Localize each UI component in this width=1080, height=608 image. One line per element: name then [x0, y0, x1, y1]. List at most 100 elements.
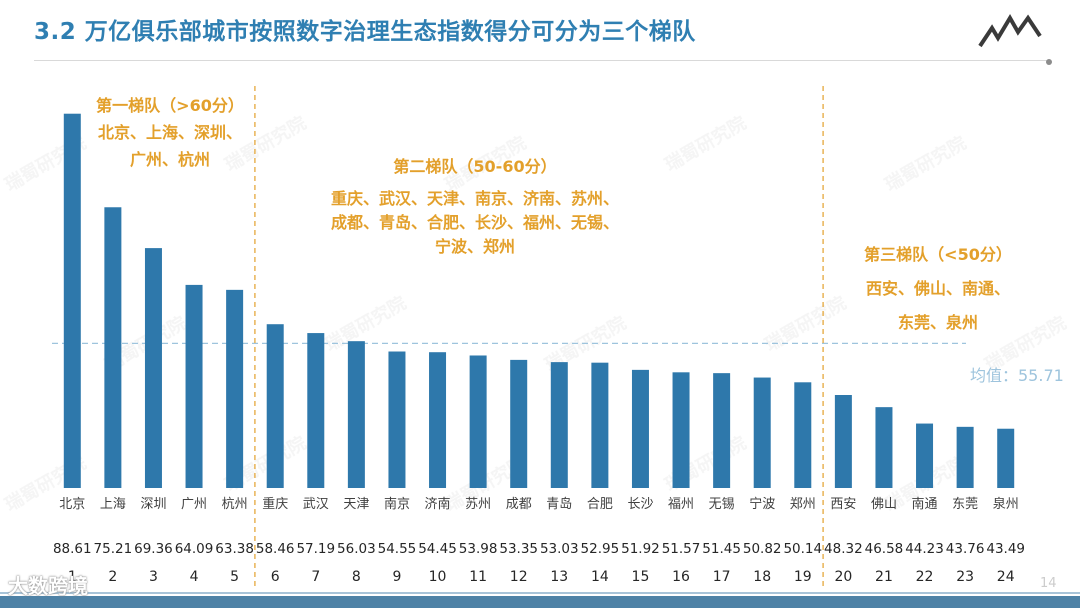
bar-泉州: [997, 428, 1015, 488]
brand-logo: 大数跨境: [8, 574, 88, 598]
rank-label: 14: [591, 569, 609, 585]
x-tick-label: 苏州: [465, 496, 491, 512]
rank-label: 21: [875, 569, 893, 585]
rank-label: 22: [916, 569, 934, 585]
data-label: 88.61: [53, 541, 92, 557]
bar-上海: [104, 207, 122, 488]
rank-label: 7: [311, 569, 320, 585]
x-tick-label: 福州: [668, 497, 694, 512]
tier-2-title: 第二梯队（50-60分）: [393, 157, 557, 176]
tier-1-title: 第一梯队（>60分）: [96, 96, 244, 115]
bar-苏州: [469, 355, 487, 488]
data-label: 53.98: [459, 541, 498, 557]
rank-label: 2: [108, 569, 117, 585]
page-title: 3.2 万亿俱乐部城市按照数字治理生态指数得分可分为三个梯队: [34, 19, 696, 45]
x-tick-label: 武汉: [303, 497, 329, 512]
tier-1-annotation: 第一梯队（>60分） 北京、上海、深圳、 广州、杭州: [70, 92, 270, 173]
x-tick-label: 西安: [830, 497, 856, 512]
x-tick-label: 杭州: [222, 497, 248, 512]
data-label: 56.03: [337, 541, 376, 557]
bar-武汉: [307, 333, 325, 488]
x-tick-label: 泉州: [993, 496, 1019, 512]
data-label: 48.32: [824, 541, 863, 557]
x-tick-label: 青岛: [546, 496, 572, 512]
tier-3-annotation: 第三梯队（<50分） 西安、佛山、南通、 东莞、泉州: [838, 238, 1038, 340]
bar-宁波: [753, 377, 771, 488]
data-label: 69.36: [134, 541, 173, 557]
bar-南通: [916, 423, 934, 488]
rank-label: 5: [230, 569, 239, 585]
data-label: 52.95: [581, 541, 620, 557]
x-tick-label: 宁波: [749, 496, 775, 512]
bar-成都: [510, 359, 528, 488]
bar-济南: [429, 352, 447, 488]
rank-label: 8: [352, 569, 361, 585]
tier-3-title: 第三梯队（<50分）: [864, 245, 1012, 264]
data-label: 63.38: [215, 541, 254, 557]
data-label: 51.57: [662, 541, 701, 557]
rank-label: 20: [834, 569, 852, 585]
bar-佛山: [875, 407, 893, 488]
x-tick-label: 长沙: [627, 497, 653, 512]
x-tick-label: 北京: [59, 497, 85, 512]
tier-2-cities-line-3: 宁波、郑州: [434, 237, 515, 256]
rank-label: 13: [550, 569, 568, 585]
rank-label: 10: [429, 569, 447, 585]
bar-青岛: [550, 362, 568, 488]
data-label: 43.76: [946, 541, 985, 557]
bar-福州: [672, 372, 690, 488]
data-label: 44.23: [905, 541, 944, 557]
data-label: 58.46: [256, 541, 295, 557]
data-label: 43.49: [986, 541, 1025, 557]
x-tick-label: 济南: [425, 496, 451, 512]
bar-北京: [63, 113, 81, 489]
x-tick-label: 无锡: [709, 497, 735, 512]
x-tick-label: 广州: [181, 497, 207, 512]
data-label: 57.19: [296, 541, 335, 557]
data-label: 53.35: [499, 541, 538, 557]
bar-杭州: [226, 289, 244, 488]
bar-广州: [185, 284, 203, 488]
footer-line: [0, 592, 1080, 594]
mean-label: 均值：55.71: [970, 366, 1064, 385]
x-tick-label: 东莞: [952, 497, 978, 512]
rank-label: 1: [68, 569, 77, 585]
data-label: 75.21: [94, 541, 133, 557]
rank-label: 18: [753, 569, 771, 585]
rank-label: 24: [997, 569, 1015, 585]
x-tick-label: 南京: [384, 496, 410, 512]
mountain-logo-icon: [978, 14, 1042, 48]
tier-2-cities-line-1: 重庆、武汉、天津、南京、济南、苏州、: [330, 189, 619, 208]
bar-郑州: [794, 382, 812, 488]
bar-深圳: [144, 248, 162, 488]
x-tick-label: 合肥: [587, 497, 613, 512]
rank-label: 4: [190, 569, 199, 585]
data-label: 51.92: [621, 541, 660, 557]
x-tick-label: 深圳: [140, 497, 166, 512]
data-label: 50.14: [783, 541, 822, 557]
x-tick-label: 上海: [100, 497, 126, 512]
tier-2-cities-line-2: 成都、青岛、合肥、长沙、福州、无锡、: [330, 213, 619, 232]
tier-3-cities-line-2: 东莞、泉州: [897, 313, 978, 332]
data-label: 46.58: [865, 541, 904, 557]
rank-label: 15: [632, 569, 650, 585]
bar-西安: [834, 395, 852, 488]
rank-label: 3: [149, 569, 158, 585]
rank-label: 12: [510, 569, 528, 585]
x-tick-label: 佛山: [871, 497, 897, 512]
x-tick-label: 郑州: [790, 497, 816, 512]
x-tick-label: 成都: [506, 497, 532, 512]
x-tick-label: 南通: [912, 496, 938, 512]
rank-label: 11: [469, 569, 487, 585]
bar-合肥: [591, 362, 609, 488]
tier-1-cities-line-2: 广州、杭州: [129, 150, 210, 169]
bar-重庆: [266, 324, 284, 488]
rank-label: 23: [956, 569, 974, 585]
tier-1-cities-line-1: 北京、上海、深圳、: [97, 123, 242, 142]
rank-label: 19: [794, 569, 812, 585]
rank-label: 17: [713, 569, 731, 585]
rank-label: 9: [392, 569, 401, 585]
tier-3-cities-line-1: 西安、佛山、南通、: [865, 279, 1010, 298]
bar-无锡: [713, 373, 731, 488]
